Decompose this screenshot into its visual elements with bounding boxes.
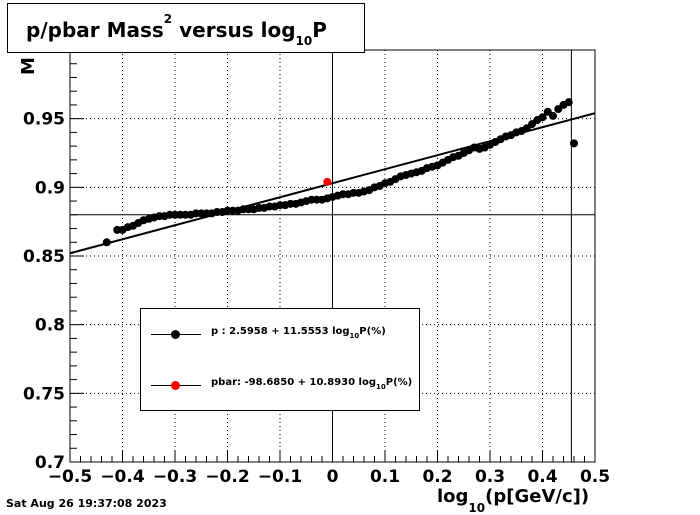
y-tick-label: 0.7 [35, 453, 65, 473]
legend-item-pbar: pbar: -98.6850 + 10.8930 log10P(%) [141, 376, 419, 396]
data-points [102, 98, 578, 247]
x-axis-label-sub: 10 [468, 501, 486, 515]
legend-item-p: p : 2.5958 + 11.5553 log10P(%) [141, 325, 419, 345]
x-tick-label: 0.3 [475, 467, 505, 487]
x-tick-label: −0.5 [48, 467, 92, 487]
x-tick-label: −0.4 [100, 467, 145, 487]
datestamp: Sat Aug 26 19:37:08 2023 [6, 497, 167, 510]
legend-label-p-suffix: P(%) [359, 326, 386, 337]
data-point-p [564, 98, 573, 107]
legend: p : 2.5958 + 11.5553 log10P(%) pbar: -98… [140, 308, 420, 411]
x-tick-label: 0.1 [370, 467, 400, 487]
y-tick-label: 0.9 [35, 178, 65, 198]
chart-title: p/pbar Mass2 versus log10P [7, 3, 365, 53]
y-tick-label: 0.95 [23, 110, 65, 130]
y-axis-label: M [18, 57, 39, 75]
x-tick-label: −0.3 [153, 467, 197, 487]
legend-label-p: p : 2.5958 + 11.5553 log10P(%) [211, 326, 386, 340]
data-point-p [570, 139, 578, 148]
data-point-p [102, 238, 111, 247]
legend-marker-p [171, 330, 180, 339]
legend-label-pbar-sub: 10 [376, 383, 386, 391]
x-axis-label-pre: log [437, 486, 469, 507]
x-axis-label: log10(p[GeV/c]) [437, 486, 589, 515]
legend-label-pbar-suffix: P(%) [385, 377, 413, 388]
x-tick-label: 0.2 [422, 467, 452, 487]
title-sub: 10 [295, 34, 313, 48]
data-point-pbar [323, 177, 332, 186]
data-point-p [549, 111, 557, 120]
legend-marker-pbar [171, 381, 180, 390]
title-sup: 2 [163, 12, 173, 26]
x-tick-label: 0.5 [580, 467, 610, 487]
legend-label-p-text: p : 2.5958 + 11.5553 log [211, 326, 350, 337]
y-tick-label: 0.8 [35, 316, 65, 336]
legend-label-pbar-text: pbar: -98.6850 + 10.8930 log [211, 377, 376, 388]
x-tick-label: 0 [327, 467, 339, 487]
x-tick-label: −0.2 [205, 467, 249, 487]
x-tick-label: −0.1 [258, 467, 302, 487]
x-axis-label-post: (p[GeV/c]) [485, 486, 590, 507]
title-main: p/pbar Mass [26, 18, 164, 42]
legend-label-p-sub: 10 [349, 332, 360, 340]
legend-label-pbar: pbar: -98.6850 + 10.8930 log10P(%) [211, 377, 412, 391]
y-tick-label: 0.75 [23, 384, 65, 404]
data-point-p [538, 113, 547, 122]
axis-ticks: −0.5 −0.4 −0.3 −0.2 −0.1 0 0.1 0.2 0.3 0.4 0.5 0.7 0… [23, 63, 610, 487]
title-end: P [312, 18, 327, 42]
title-mid: versus log [172, 18, 296, 42]
y-tick-label: 0.85 [23, 247, 65, 267]
x-tick-label: 0.4 [527, 467, 557, 487]
